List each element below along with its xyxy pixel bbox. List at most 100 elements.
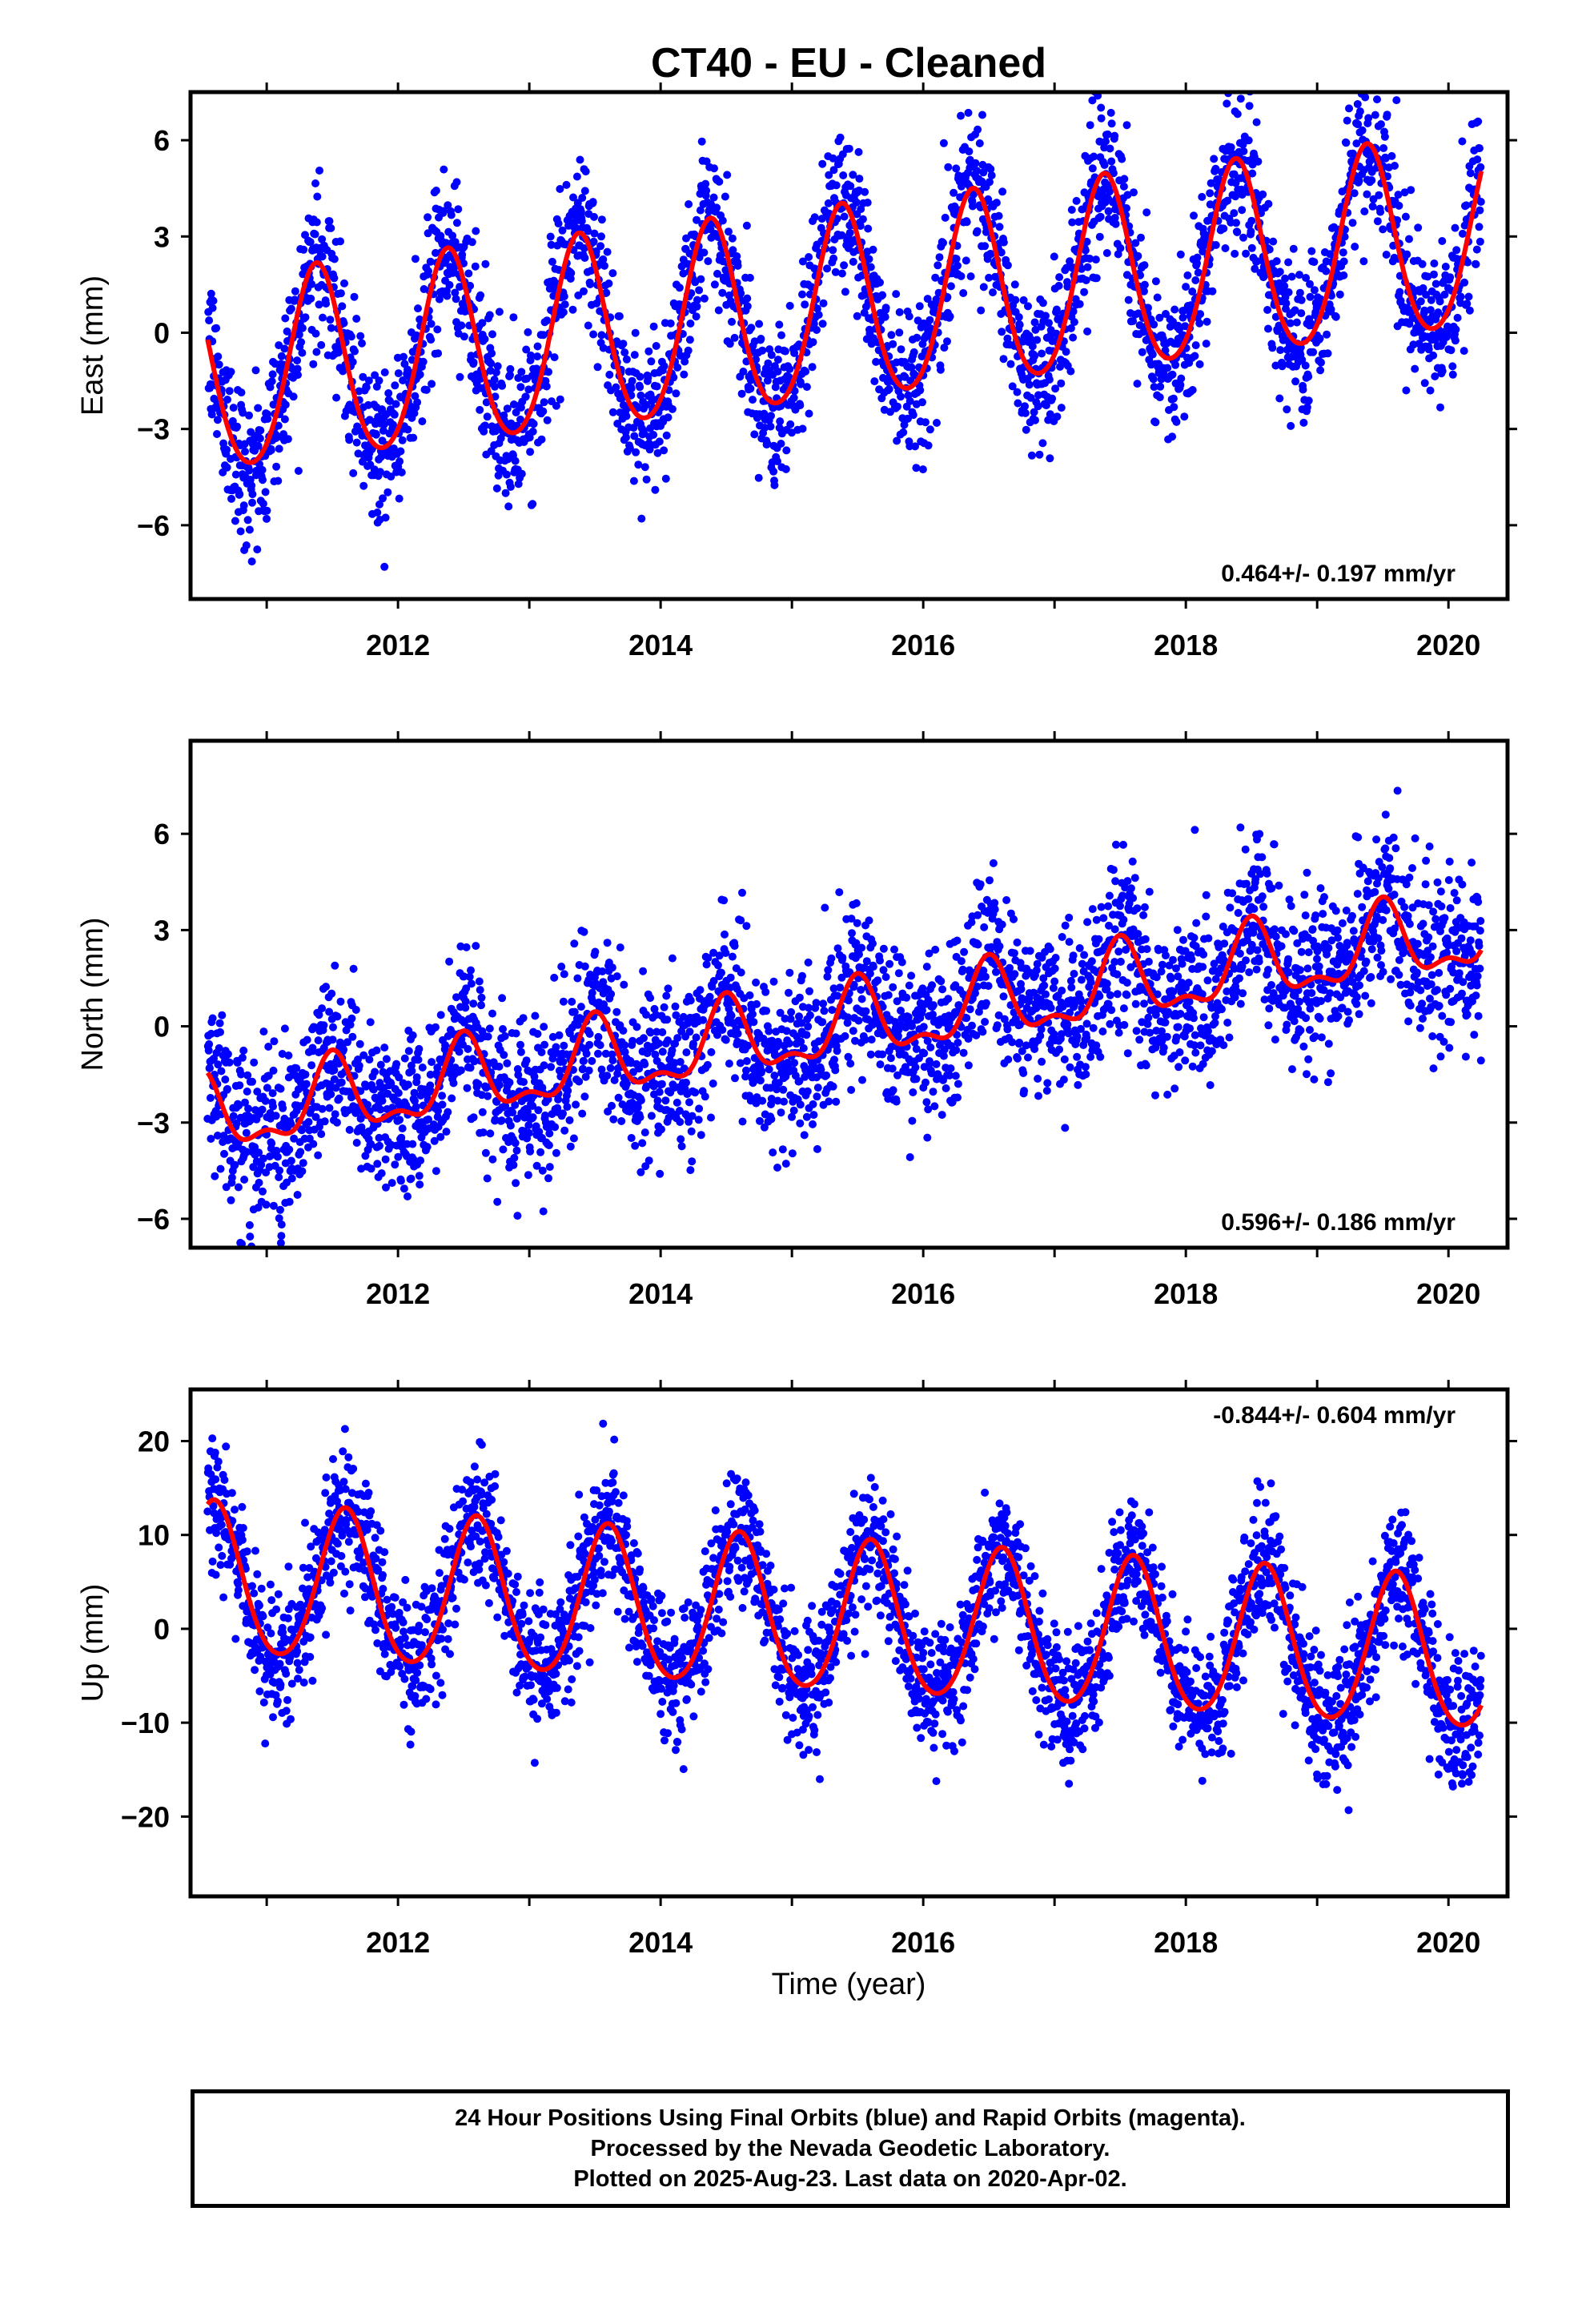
data-point: [844, 996, 853, 1005]
data-point: [829, 1082, 837, 1091]
data-point: [649, 322, 658, 331]
data-point: [697, 137, 706, 146]
data-point: [781, 1014, 789, 1023]
data-point: [1069, 333, 1078, 342]
data-point: [1476, 237, 1484, 246]
data-point: [627, 1134, 636, 1142]
data-point: [552, 401, 560, 410]
data-point: [569, 193, 577, 202]
data-point: [215, 360, 223, 369]
data-point: [439, 207, 448, 215]
data-point: [356, 332, 365, 340]
data-point: [372, 382, 381, 391]
data-point: [314, 1151, 323, 1160]
data-point: [548, 1032, 557, 1041]
data-point: [495, 308, 504, 316]
data-point: [255, 1148, 263, 1157]
data-point: [512, 1179, 520, 1188]
data-point: [1140, 287, 1148, 296]
data-point: [865, 969, 874, 978]
data-point: [619, 400, 628, 409]
data-point: [830, 1055, 838, 1064]
data-point: [1297, 309, 1306, 318]
data-point: [232, 1119, 241, 1128]
data-point: [778, 1145, 787, 1154]
data-point: [746, 384, 755, 393]
data-point: [631, 328, 640, 337]
data-point: [897, 958, 906, 967]
data-point: [969, 190, 978, 199]
data-point: [580, 287, 588, 296]
data-point: [700, 294, 709, 303]
data-point: [1247, 216, 1256, 225]
data-point: [1373, 95, 1381, 104]
data-point: [304, 1118, 313, 1126]
data-point: [584, 227, 592, 235]
data-point: [339, 367, 347, 376]
data-point: [488, 349, 496, 358]
data-point: [836, 983, 845, 992]
data-point: [1458, 229, 1467, 238]
data-point: [986, 250, 995, 259]
data-point: [1198, 192, 1207, 201]
data-point: [1272, 257, 1281, 266]
data-point: [747, 324, 756, 332]
data-point: [821, 903, 829, 912]
data-point: [554, 1095, 563, 1104]
data-point: [1476, 144, 1484, 153]
data-point: [307, 279, 316, 288]
data-point: [216, 1027, 224, 1036]
data-point: [591, 947, 600, 956]
data-point: [1416, 297, 1425, 306]
data-point: [543, 316, 552, 325]
data-point: [1066, 367, 1075, 376]
data-point: [1150, 383, 1158, 392]
data-point: [359, 372, 367, 381]
data-point: [375, 376, 383, 385]
data-point: [311, 179, 319, 187]
data-point: [707, 1113, 715, 1122]
data-point: [487, 359, 496, 368]
data-point: [820, 1007, 829, 1015]
data-point: [887, 331, 896, 340]
data-point: [506, 1121, 515, 1130]
data-point: [318, 1004, 327, 1013]
data-point: [760, 1123, 769, 1132]
data-point: [1395, 201, 1403, 210]
data-point: [433, 325, 442, 334]
data-point: [761, 987, 770, 996]
data-point: [444, 1108, 452, 1116]
data-point: [395, 494, 404, 503]
data-point: [757, 335, 765, 343]
data-point: [1350, 42, 1358, 50]
data-point: [805, 987, 813, 995]
data-point: [248, 1077, 256, 1086]
data-point: [847, 1086, 856, 1094]
data-point: [1419, 283, 1427, 292]
data-point: [918, 398, 926, 407]
data-point: [802, 1112, 811, 1121]
data-point: [729, 246, 737, 255]
data-point: [797, 1037, 805, 1046]
data-point: [858, 215, 867, 223]
data-point: [223, 463, 231, 472]
data-point: [336, 997, 345, 1006]
data-point: [1343, 116, 1351, 125]
data-point: [1247, 243, 1256, 252]
data-point: [438, 1100, 447, 1109]
data-point: [377, 452, 386, 461]
data-point: [259, 1027, 268, 1036]
data-point: [231, 517, 239, 525]
data-point: [242, 541, 251, 549]
data-point: [863, 199, 872, 207]
data-point: [1206, 200, 1215, 209]
data-point: [400, 352, 408, 361]
data-point: [989, 288, 997, 297]
data-point: [438, 1092, 447, 1100]
data-point: [957, 111, 965, 120]
data-point: [543, 416, 552, 424]
data-point: [359, 1051, 368, 1059]
data-point: [430, 1136, 439, 1145]
data-point: [550, 973, 559, 982]
data-point: [603, 247, 612, 256]
